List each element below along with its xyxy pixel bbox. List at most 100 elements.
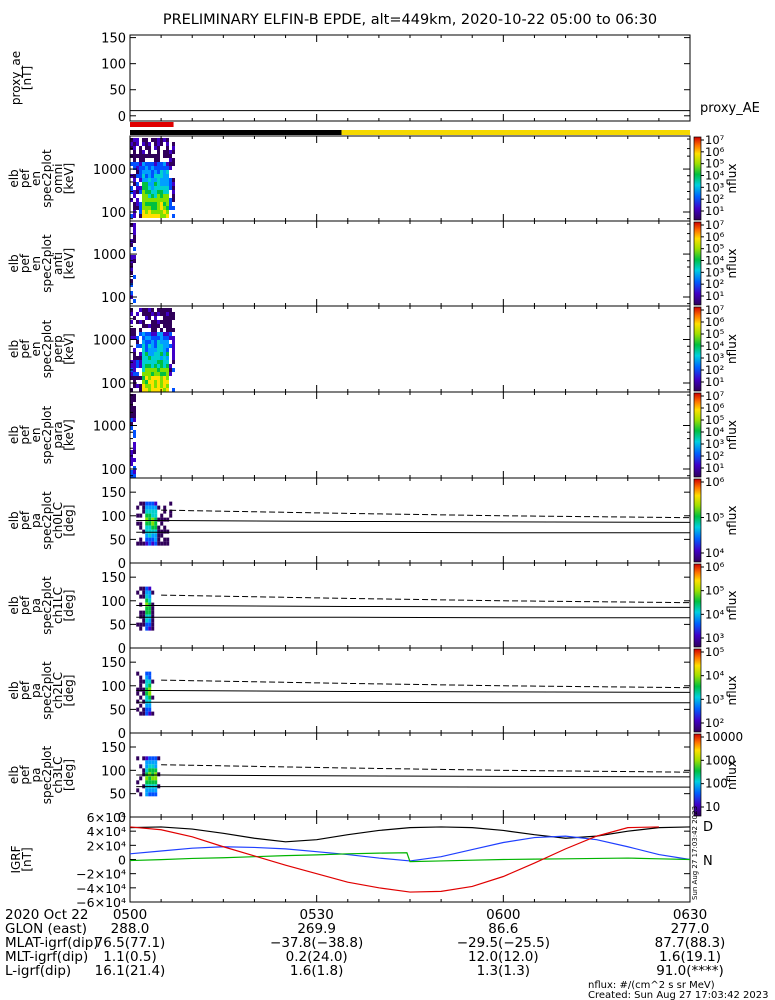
spectrogram-cell [133,380,136,384]
spectrogram-cell [166,166,169,170]
spectrogram-cell [154,541,158,546]
spectrogram-cell [136,138,139,142]
spectrogram-cell [142,529,146,534]
spectrogram-cell [163,368,166,372]
spectrogram-cell [142,501,146,506]
orbit-table-cell: 76.5(77.1) [95,935,166,951]
y-axis-label: elb [7,426,21,444]
spectrogram-cell [163,154,166,158]
spectrogram-cell [133,442,136,446]
spectrogram-cell [148,699,152,704]
spectrogram-cell [145,198,148,202]
spectrogram-cell [154,158,157,162]
spectrogram-cell [166,206,169,210]
colorbar-tick-label: 10¹ [705,461,724,475]
spectrogram-cell [160,210,163,214]
spectrogram-cell [154,505,158,510]
spectrogram-cell [166,198,169,202]
spectrogram-cell [145,711,149,716]
spectrogram-cell [154,324,157,328]
spectrogram-cell [142,320,145,324]
spectrogram-cell [139,525,143,530]
spectrogram-cell [154,166,157,170]
spectrogram-cell [133,458,136,462]
spectrogram-cell [154,170,157,174]
spectrogram-cell [148,170,151,174]
spectrogram-cell [139,388,142,392]
spectrogram-cell [151,521,155,526]
spectrogram-cell [148,529,152,534]
spectrogram-cell [151,154,154,158]
spectrogram-cell [163,529,167,534]
spectrogram-cell [169,308,172,312]
spectrogram-cell [145,533,149,538]
legend-proxy-ae: proxy_AE [700,101,760,116]
spectrogram-cell [151,760,155,765]
spectrogram-cell [154,760,158,765]
spectrogram-cell [154,768,158,773]
spectrogram-cell [148,626,152,631]
spectrogram-cell [166,154,169,158]
spectrogram-cell [148,760,152,765]
spectrogram-cell [154,178,157,182]
spectrogram-cell [148,513,152,518]
spectrogram-cell [160,332,163,336]
panel-en_spec_anti: 1000100elbpefenspec2plotanti[keV]10⁷10⁶1… [7,218,739,307]
orbit-table-cell: −29.5(−25.5) [457,935,550,951]
spectrogram-cell [130,450,133,454]
spectrogram-cell [163,364,166,368]
spectrogram-cell [163,348,166,352]
spectrogram-cell [166,517,170,522]
spectrogram-cell [157,174,160,178]
spectrogram-cell [145,590,149,595]
spectrogram-cell [148,340,151,344]
orbit-table-cell: 269.9 [297,921,336,937]
spectrogram-cell [136,166,139,170]
spectrogram-cell [145,513,149,518]
orbit-table-cell: 1.3(1.3) [477,963,530,979]
colorbar-tick-label: 10⁴ [705,169,725,183]
spectrogram-cell [145,368,148,372]
spectrogram-cell [139,683,143,688]
spectrogram-cell [133,247,136,251]
spectrogram-cell [148,178,151,182]
spectrogram-cell [148,186,151,190]
spectrogram-cell [139,186,142,190]
spectrogram-cell [148,622,152,627]
spectrogram-cell [130,279,133,283]
spectrogram-cell [148,501,152,506]
loss-cone-line [136,520,691,523]
spectrogram-cell [136,320,139,324]
spectrogram-cell [151,517,155,522]
spectrogram-cell [133,446,136,450]
y-tick-label: 1000 [93,419,126,434]
spectrogram-cell [172,194,175,198]
spectrogram-cell [145,768,149,773]
y-tick-label: 1000 [93,333,126,348]
spectrogram-cell [136,336,139,340]
orbit-table-row-label: 2020 Oct 22 [5,907,88,923]
spectrogram-cell [145,348,148,352]
colorbar-tick-label: 10³ [705,437,725,451]
spectrogram-cell [145,356,148,360]
spectrogram-cell [163,344,166,348]
spectrogram-cell [148,586,152,591]
spectrogram-cell [157,525,161,530]
spectrogram-cell [136,372,139,376]
spectrogram-cell [148,792,152,797]
spectrogram-cell [157,202,160,206]
spectrogram-cell [160,308,163,312]
spectrogram-cell [142,336,145,340]
panel-en_spec_omni: 1000100elbpefenspec2plotomni[keV]10⁷10⁶1… [7,133,739,222]
spectrogram-cell [145,788,149,793]
spectrogram-cell [160,328,163,332]
colorbar-tick-label: 1000 [705,753,736,767]
spectrogram-cell [169,312,172,316]
colorbar [693,648,702,733]
spectrogram-cell [163,198,166,202]
spectrogram-cell [151,178,154,182]
spectrogram-cell [139,501,143,506]
spectrogram-cell [166,380,169,384]
spectrogram-cell [133,410,136,414]
spectrogram-cell [148,505,152,510]
